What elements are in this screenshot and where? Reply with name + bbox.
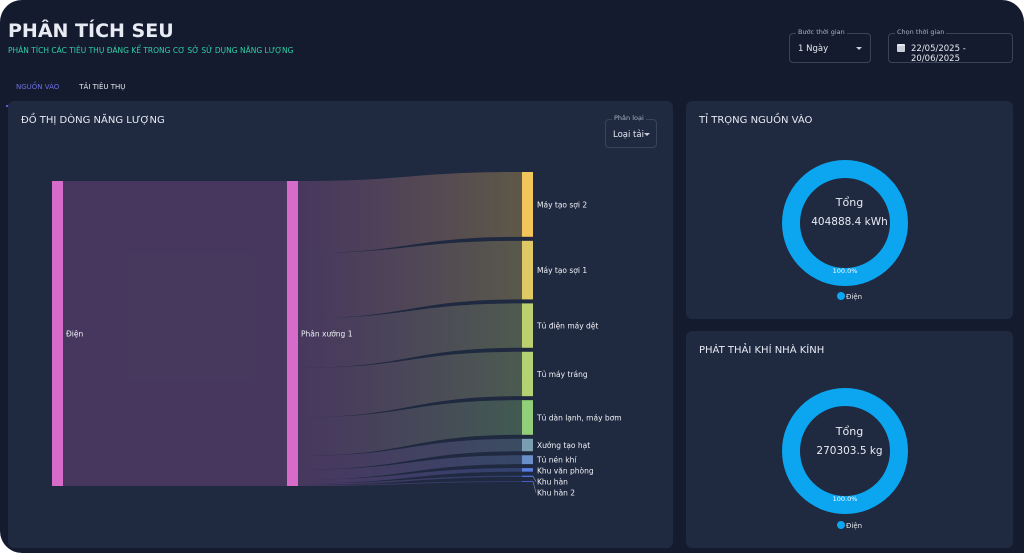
label-leader-line [532, 481, 537, 493]
tab-consumption-load[interactable]: TẢI TIÊU THỤ [79, 83, 126, 91]
page-subtitle: PHÂN TÍCH CÁC TIÊU THỤ ĐÁNG KỂ TRONG CƠ … [8, 46, 294, 55]
time-step-value: 1 Ngày [798, 44, 829, 54]
total-label: Tổng [835, 425, 864, 438]
date-range-label: Chọn thời gian [895, 28, 947, 36]
link-2 [298, 303, 522, 368]
link-7 [298, 468, 522, 484]
emissions-title: PHÁT THẢI KHÍ NHÀ KÍNH [699, 345, 825, 356]
node-target [522, 172, 533, 237]
category-value: Loại tải [613, 130, 644, 140]
sankey-title: ĐỒ THỊ DÒNG NĂNG LƯỢNG [21, 115, 165, 126]
link-3 [298, 351, 522, 418]
node-label: Tủ máy tráng [536, 370, 588, 379]
total-label: Tổng [835, 196, 864, 209]
emissions-donut: 100.0% Điện [782, 388, 908, 530]
node-target [522, 438, 533, 452]
link-0 [298, 172, 522, 254]
node-label: Khu hàn 2 [537, 489, 575, 498]
node-label: Máy tạo sợi 1 [537, 266, 587, 275]
node-target [522, 468, 533, 472]
node-label: Máy tạo sợi 2 [537, 200, 587, 209]
node-target [522, 240, 533, 300]
link-1 [298, 240, 522, 319]
input-share-donut: 100.0% Điện [782, 160, 908, 301]
node-source [52, 181, 63, 486]
node-target [522, 475, 533, 477]
link-6 [298, 455, 522, 480]
category-label: Phân loại [612, 114, 646, 122]
legend-label[interactable]: Điện [846, 293, 862, 301]
sankey-chart: Máy tạo sợi 2 Máy tạo sợi 1 Tủ điện máy dệ… [52, 172, 622, 498]
donut-slice-dien[interactable] [782, 388, 908, 514]
caret-down-icon [856, 47, 862, 50]
legend-dot-icon [837, 292, 845, 300]
node-target [522, 351, 533, 397]
link-8 [298, 475, 522, 486]
date-range-picker[interactable]: Chọn thời gian 22/05/2025 - 20/06/2025 [888, 28, 1013, 64]
date-range-value: 22/05/2025 - 20/06/2025 [911, 44, 966, 64]
node-target [522, 400, 533, 435]
label-leader-line [532, 476, 537, 482]
node-label: Tủ nén khí [536, 456, 577, 465]
category-select[interactable]: Phân loại Loại tải [605, 114, 657, 148]
total-value: 270303.5 kg [816, 445, 883, 457]
node-label: Tủ dàn lạnh, máy bơm [536, 413, 622, 422]
emissions-panel: PHÁT THẢI KHÍ NHÀ KÍNH 100.0% Điện Tổng … [686, 331, 1013, 548]
time-step-label: Bước thời gian [796, 28, 847, 36]
legend-dot-icon [837, 521, 845, 529]
donut-percent-label: 100.0% [833, 495, 858, 503]
caret-down-icon [644, 133, 650, 136]
total-value: 404888.4 kWh [811, 216, 888, 228]
link-5 [298, 438, 522, 470]
node-label: Tủ điện máy dệt [536, 322, 598, 331]
node-label: Khu văn phòng [537, 467, 594, 476]
input-share-title: TỈ TRỌNG NGUỒN VÀO [699, 115, 813, 126]
node-label: Khu hàn [537, 478, 568, 487]
node-target [522, 480, 533, 482]
donut-slice-dien[interactable] [782, 160, 908, 286]
node-middle [287, 181, 298, 486]
link-9 [298, 480, 522, 486]
donut-percent-label: 100.0% [833, 267, 858, 275]
node-label: Phân xưởng 1 [301, 330, 353, 339]
time-step-select[interactable]: Bước thời gian 1 Ngày [789, 28, 871, 63]
sankey-panel: ĐỒ THỊ DÒNG NĂNG LƯỢNG Phân loại Loại tả… [8, 101, 673, 548]
node-label: Xưởng tạo hạt [537, 441, 590, 450]
link-source-middle [63, 181, 287, 486]
page-title: PHÂN TÍCH SEU [8, 20, 174, 42]
node-target [522, 455, 533, 465]
input-share-panel: TỈ TRỌNG NGUỒN VÀO 100.0% Điện Tổng 4048… [686, 101, 1013, 319]
link-4 [298, 400, 522, 456]
node-target [522, 303, 533, 348]
node-label: Điện [66, 330, 84, 339]
legend-label[interactable]: Điện [846, 522, 862, 530]
calendar-icon [897, 44, 905, 52]
